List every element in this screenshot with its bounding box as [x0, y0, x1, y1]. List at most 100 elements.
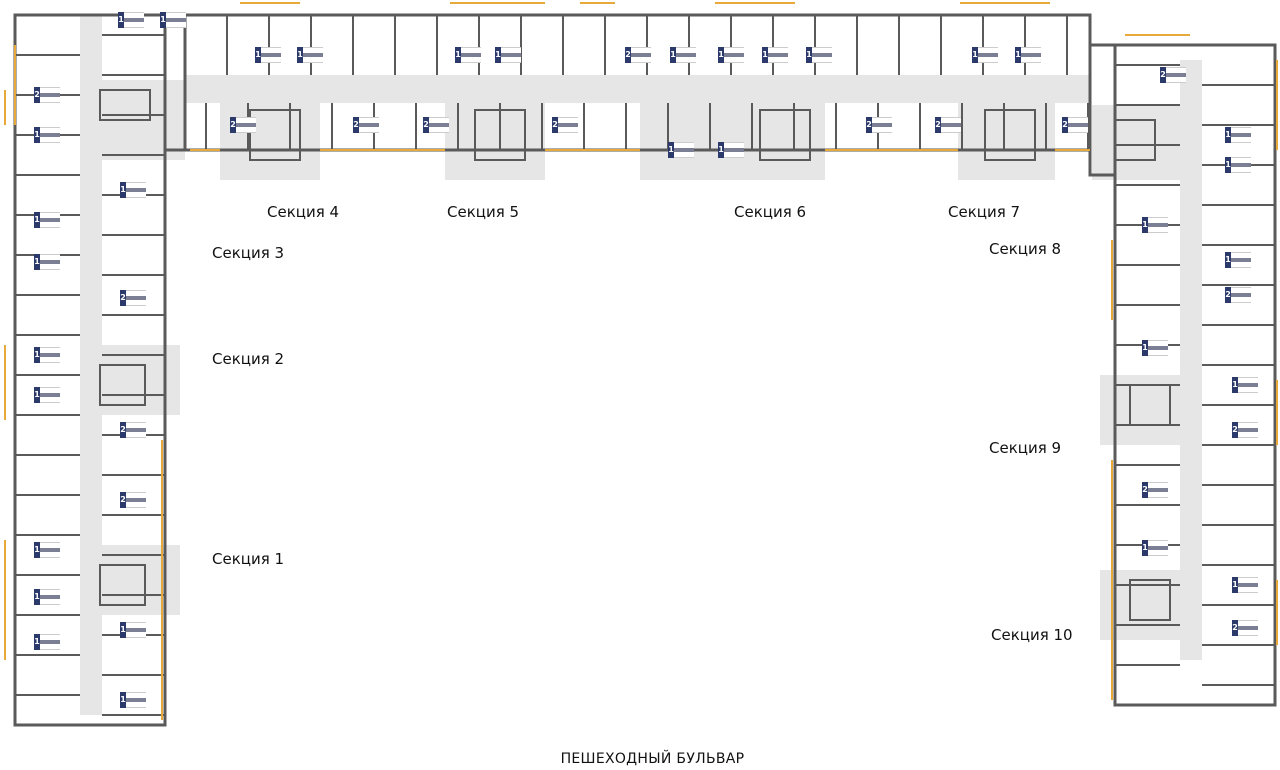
room-count: 2 — [552, 117, 558, 133]
apartment-tag[interactable]: 1 — [1225, 252, 1251, 269]
stair-core — [1114, 119, 1156, 161]
corridor — [958, 100, 1055, 180]
apartment-tag[interactable]: 1 — [455, 47, 481, 64]
room-count: 1 — [670, 47, 676, 63]
apartment-values — [1238, 422, 1258, 439]
apartment-tag[interactable]: 2 — [353, 117, 379, 134]
room-count: 1 — [1142, 217, 1148, 233]
apartment-values — [40, 542, 60, 559]
section-label-3[interactable]: Секция 3 — [212, 244, 285, 262]
apartment-tag[interactable]: 2 — [552, 117, 578, 134]
apartment-tag[interactable]: 2 — [1225, 287, 1251, 304]
apartment-tag[interactable]: 2 — [120, 492, 146, 509]
room-count: 2 — [1225, 287, 1231, 303]
room-count: 2 — [1142, 482, 1148, 498]
apartment-tag[interactable]: 1 — [120, 622, 146, 639]
apartment-tag[interactable]: 2 — [1160, 67, 1186, 84]
apartment-values — [676, 47, 696, 64]
apartment-tag[interactable]: 2 — [866, 117, 892, 134]
apartment-tag[interactable]: 1 — [972, 47, 998, 64]
apartment-tag[interactable]: 1 — [34, 542, 60, 559]
corridor — [220, 100, 320, 180]
apartment-tag[interactable]: 1 — [495, 47, 521, 64]
apartment-tag[interactable]: 2 — [230, 117, 256, 134]
room-count: 2 — [230, 117, 236, 133]
apartment-values — [768, 47, 788, 64]
apartment-values — [40, 589, 60, 606]
apartment-tag[interactable]: 1 — [1142, 217, 1168, 234]
apartment-tag[interactable]: 1 — [718, 47, 744, 64]
apartment-tag[interactable]: 2 — [625, 47, 651, 64]
apartment-tag[interactable]: 1 — [1232, 577, 1258, 594]
room-count: 1 — [118, 12, 124, 28]
section-label-2[interactable]: Секция 2 — [212, 350, 285, 368]
section-label-6[interactable]: Секция 6 — [734, 203, 807, 221]
room-count: 1 — [1142, 540, 1148, 556]
section-label-1[interactable]: Секция 1 — [212, 550, 285, 568]
apartment-values — [1148, 217, 1168, 234]
apartment-tag[interactable]: 1 — [34, 634, 60, 651]
apartment-tag[interactable]: 1 — [762, 47, 788, 64]
apartment-values — [126, 290, 146, 307]
apartment-tag[interactable]: 1 — [1225, 157, 1251, 174]
apartment-tag[interactable]: 2 — [935, 117, 961, 134]
room-count: 1 — [1015, 47, 1021, 63]
apartment-tag[interactable]: 2 — [1062, 117, 1088, 134]
apartment-values — [40, 127, 60, 144]
apartment-tag[interactable]: 1 — [255, 47, 281, 64]
apartment-tag[interactable]: 1 — [806, 47, 832, 64]
apartment-tag[interactable]: 1 — [297, 47, 323, 64]
apartment-tag[interactable]: 1 — [34, 254, 60, 271]
room-count: 2 — [120, 290, 126, 306]
apartment-tag[interactable]: 1 — [1232, 377, 1258, 394]
apartment-values — [359, 117, 379, 134]
apartment-tag[interactable]: 2 — [1142, 482, 1168, 499]
section-label-5[interactable]: Секция 5 — [447, 203, 520, 221]
apartment-values — [1238, 377, 1258, 394]
room-count: 1 — [1225, 252, 1231, 268]
apartment-tag[interactable]: 1 — [670, 47, 696, 64]
room-count: 1 — [34, 127, 40, 143]
apartment-tag[interactable]: 2 — [1232, 422, 1258, 439]
apartment-values — [429, 117, 449, 134]
apartment-tag[interactable]: 2 — [1232, 620, 1258, 637]
apartment-tag[interactable]: 2 — [120, 290, 146, 307]
apartment-tag[interactable]: 1 — [120, 692, 146, 709]
room-count: 2 — [120, 422, 126, 438]
apartment-tag[interactable]: 1 — [34, 347, 60, 364]
apartment-tag[interactable]: 1 — [1142, 540, 1168, 557]
apartment-values — [40, 254, 60, 271]
apartment-tag[interactable]: 2 — [423, 117, 449, 134]
apartment-tag[interactable]: 1 — [34, 212, 60, 229]
apartment-tag[interactable]: 1 — [668, 142, 694, 159]
stair-core — [759, 109, 811, 161]
stair-core — [99, 364, 146, 406]
section-label-10[interactable]: Секция 10 — [991, 626, 1073, 644]
room-count: 2 — [423, 117, 429, 133]
section-label-4[interactable]: Секция 4 — [267, 203, 340, 221]
section-label-9[interactable]: Секция 9 — [989, 439, 1062, 457]
room-count: 2 — [866, 117, 872, 133]
apartment-tag[interactable]: 1 — [34, 387, 60, 404]
apartment-tag[interactable]: 1 — [1225, 127, 1251, 144]
apartment-tag[interactable]: 2 — [34, 87, 60, 104]
apartment-tag[interactable]: 1 — [34, 127, 60, 144]
apartment-tag[interactable]: 1 — [118, 12, 144, 29]
section-label-7[interactable]: Секция 7 — [948, 203, 1021, 221]
apartment-values — [40, 634, 60, 651]
section-label-8[interactable]: Секция 8 — [989, 240, 1062, 258]
apartment-values — [1148, 340, 1168, 357]
apartment-tag[interactable]: 1 — [1142, 340, 1168, 357]
apartment-values — [724, 47, 744, 64]
apartment-tag[interactable]: 1 — [718, 142, 744, 159]
apartment-tag[interactable]: 2 — [120, 422, 146, 439]
apartment-tag[interactable]: 1 — [160, 12, 186, 29]
stair-core — [99, 564, 146, 606]
corridor — [1092, 105, 1190, 180]
apartment-tag[interactable]: 1 — [120, 182, 146, 199]
room-count: 1 — [1225, 127, 1231, 143]
apartment-tag[interactable]: 1 — [1015, 47, 1041, 64]
apartment-tag[interactable]: 1 — [34, 589, 60, 606]
stair-core — [474, 109, 526, 161]
